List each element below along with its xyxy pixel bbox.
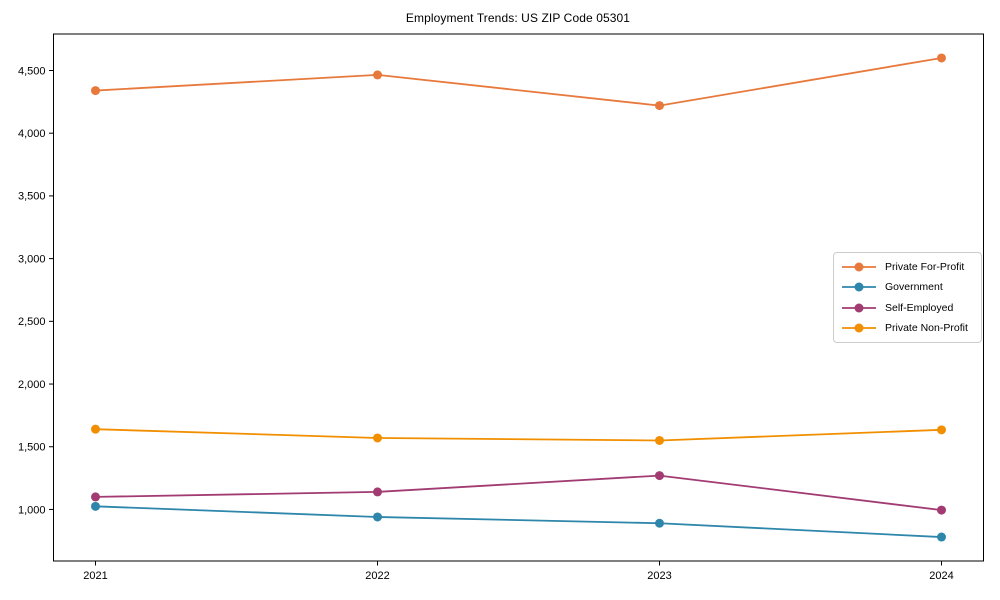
x-tick-label: 2021: [83, 570, 107, 582]
legend-label: Private For-Profit: [885, 261, 965, 274]
data-point-self-employed-2023: [655, 471, 664, 481]
legend-swatch-line-dot-icon: [842, 323, 876, 333]
data-point-private-non-profit-2024: [937, 425, 946, 435]
legend-swatch-line-dot-icon: [842, 262, 876, 272]
legend: Private For-Profit Government Self-Emplo…: [833, 252, 982, 343]
data-point-private-non-profit-2021: [91, 424, 100, 434]
data-point-private-non-profit-2022: [373, 433, 382, 443]
x-tick-label: 2024: [929, 570, 953, 582]
y-tick-label: 3,500: [18, 191, 46, 203]
data-point-private-for-profit-2023: [655, 101, 664, 111]
data-point-government-2023: [655, 518, 664, 528]
data-point-private-for-profit-2024: [937, 53, 946, 63]
y-tick-label: 2,500: [18, 316, 46, 328]
series-line-government: [95, 505, 942, 538]
y-tick-label: 4,000: [18, 128, 46, 140]
data-point-government-2024: [937, 532, 946, 542]
legend-swatch-line-dot-icon: [842, 282, 876, 292]
legend-item-self-employed: Self-Employed: [841, 302, 975, 314]
legend-label: Private Non-Profit: [885, 321, 968, 334]
legend-label: Government: [885, 281, 943, 294]
legend-swatch-line-dot-icon: [842, 303, 876, 313]
y-tick-label: 4,500: [18, 65, 46, 77]
data-point-government-2022: [373, 512, 382, 522]
y-tick-label: 1,000: [18, 504, 46, 516]
y-tick-label: 3,000: [18, 253, 46, 265]
series-line-private-non-profit: [95, 428, 942, 442]
data-point-self-employed-2022: [373, 487, 382, 497]
plot-border: [53, 33, 984, 562]
data-point-government-2021: [91, 501, 100, 511]
x-tick-label: 2022: [365, 570, 389, 582]
data-point-private-for-profit-2021: [91, 86, 100, 96]
data-point-private-for-profit-2022: [373, 70, 382, 80]
data-point-self-employed-2024: [937, 505, 946, 515]
legend-item-government: Government: [841, 281, 975, 293]
data-point-private-non-profit-2023: [655, 435, 664, 445]
legend-item-private-for-profit: Private For-Profit: [841, 261, 975, 273]
legend-item-private-non-profit: Private Non-Profit: [841, 322, 975, 334]
y-tick-label: 2,000: [18, 379, 46, 391]
legend-label: Self-Employed: [885, 301, 954, 314]
data-point-self-employed-2021: [91, 492, 100, 502]
y-tick-label: 1,500: [18, 442, 46, 454]
series-line-private-for-profit: [95, 57, 942, 107]
chart-title: Employment Trends: US ZIP Code 05301: [405, 11, 631, 25]
x-tick-label: 2023: [647, 570, 671, 582]
series-line-self-employed: [95, 474, 942, 511]
